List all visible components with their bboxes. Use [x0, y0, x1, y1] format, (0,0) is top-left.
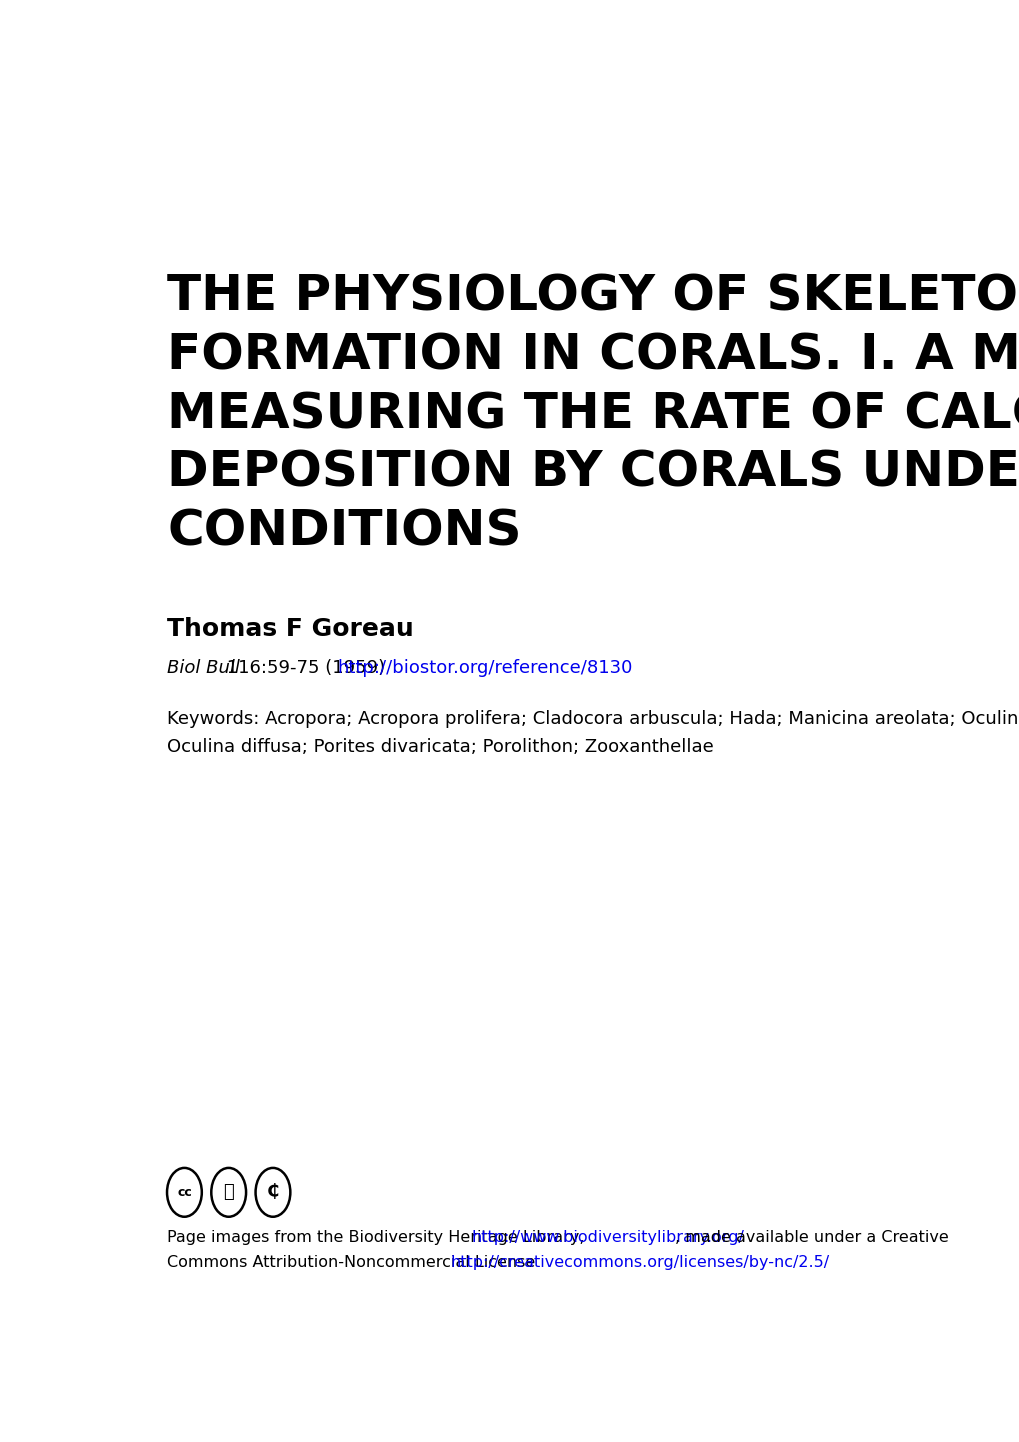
Text: Keywords: Acropora; Acropora prolifera; Cladocora arbuscula; Hada; Manicina areo: Keywords: Acropora; Acropora prolifera; …: [167, 711, 1019, 756]
Text: Thomas F Goreau: Thomas F Goreau: [167, 617, 414, 642]
Text: 116:59-75 (1959): 116:59-75 (1959): [220, 659, 390, 678]
Circle shape: [211, 1168, 246, 1217]
Text: , made available under a Creative: , made available under a Creative: [675, 1230, 948, 1244]
Circle shape: [167, 1168, 202, 1217]
Text: Page images from the Biodiversity Heritage Library,: Page images from the Biodiversity Herita…: [167, 1230, 589, 1244]
Text: http://creativecommons.org/licenses/by-nc/2.5/: http://creativecommons.org/licenses/by-n…: [449, 1255, 828, 1269]
Text: Commons Attribution-Noncommercial License: Commons Attribution-Noncommercial Licens…: [167, 1255, 540, 1269]
Text: cc: cc: [177, 1185, 192, 1198]
Text: THE PHYSIOLOGY OF SKELETON
FORMATION IN CORALS. I. A METHOD FOR
MEASURING THE RA: THE PHYSIOLOGY OF SKELETON FORMATION IN …: [167, 273, 1019, 555]
Text: Biol Bull: Biol Bull: [167, 659, 239, 678]
Text: ⓘ: ⓘ: [223, 1184, 233, 1201]
Text: ₵: ₵: [266, 1184, 279, 1201]
Text: http://www.biodiversitylibrary.org/: http://www.biodiversitylibrary.org/: [471, 1230, 744, 1244]
Text: http://biostor.org/reference/8130: http://biostor.org/reference/8130: [337, 659, 633, 678]
Circle shape: [256, 1168, 290, 1217]
